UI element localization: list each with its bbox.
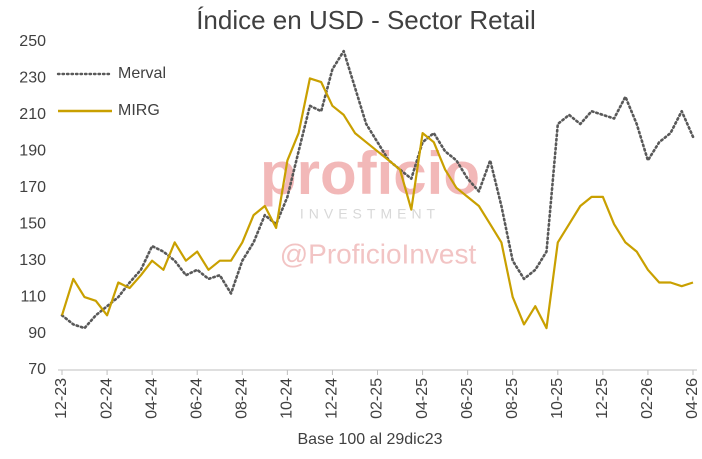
x-tick-label: 10-25 <box>549 378 566 419</box>
x-axis-label: Base 100 al 29dic23 <box>298 431 443 448</box>
y-tick-label: 130 <box>19 252 46 269</box>
series-line <box>60 77 694 330</box>
y-tick-label: 90 <box>28 325 46 342</box>
y-tick-label: 190 <box>19 143 46 160</box>
x-tick-label: 06-24 <box>188 378 205 419</box>
x-tick-label: 04-25 <box>414 378 431 419</box>
x-tick-label: 08-24 <box>234 378 251 419</box>
x-tick-label: 10-24 <box>279 378 296 419</box>
watermark: INVESTMENT <box>300 206 440 222</box>
x-tick-label: 02-25 <box>369 378 386 419</box>
x-tick-label: 08-25 <box>504 378 521 419</box>
x-tick-label: 04-24 <box>143 378 160 419</box>
x-tick-label: 02-24 <box>98 378 115 419</box>
x-tick-label: 12-23 <box>53 378 70 419</box>
y-tick-label: 70 <box>28 361 46 378</box>
y-tick-label: 250 <box>19 33 46 50</box>
x-tick-label: 02-26 <box>639 378 656 419</box>
y-tick-label: 170 <box>19 179 46 196</box>
legend-label: Merval <box>118 65 166 82</box>
y-tick-label: 230 <box>19 70 46 87</box>
watermark: proficio <box>260 140 480 207</box>
y-tick-label: 150 <box>19 215 46 232</box>
y-tick-label: 210 <box>19 106 46 123</box>
y-tick-label: 110 <box>20 288 46 305</box>
x-tick-label: 06-25 <box>459 378 476 419</box>
x-tick-label: 12-25 <box>594 378 611 419</box>
watermark: @ProficioInvest <box>280 238 477 269</box>
x-tick-label: 12-24 <box>324 378 341 419</box>
x-tick-label: 04-26 <box>684 378 701 419</box>
chart-title: Índice en USD - Sector Retail <box>196 5 536 35</box>
legend-label: MIRG <box>118 102 160 119</box>
series-line <box>60 49 695 330</box>
